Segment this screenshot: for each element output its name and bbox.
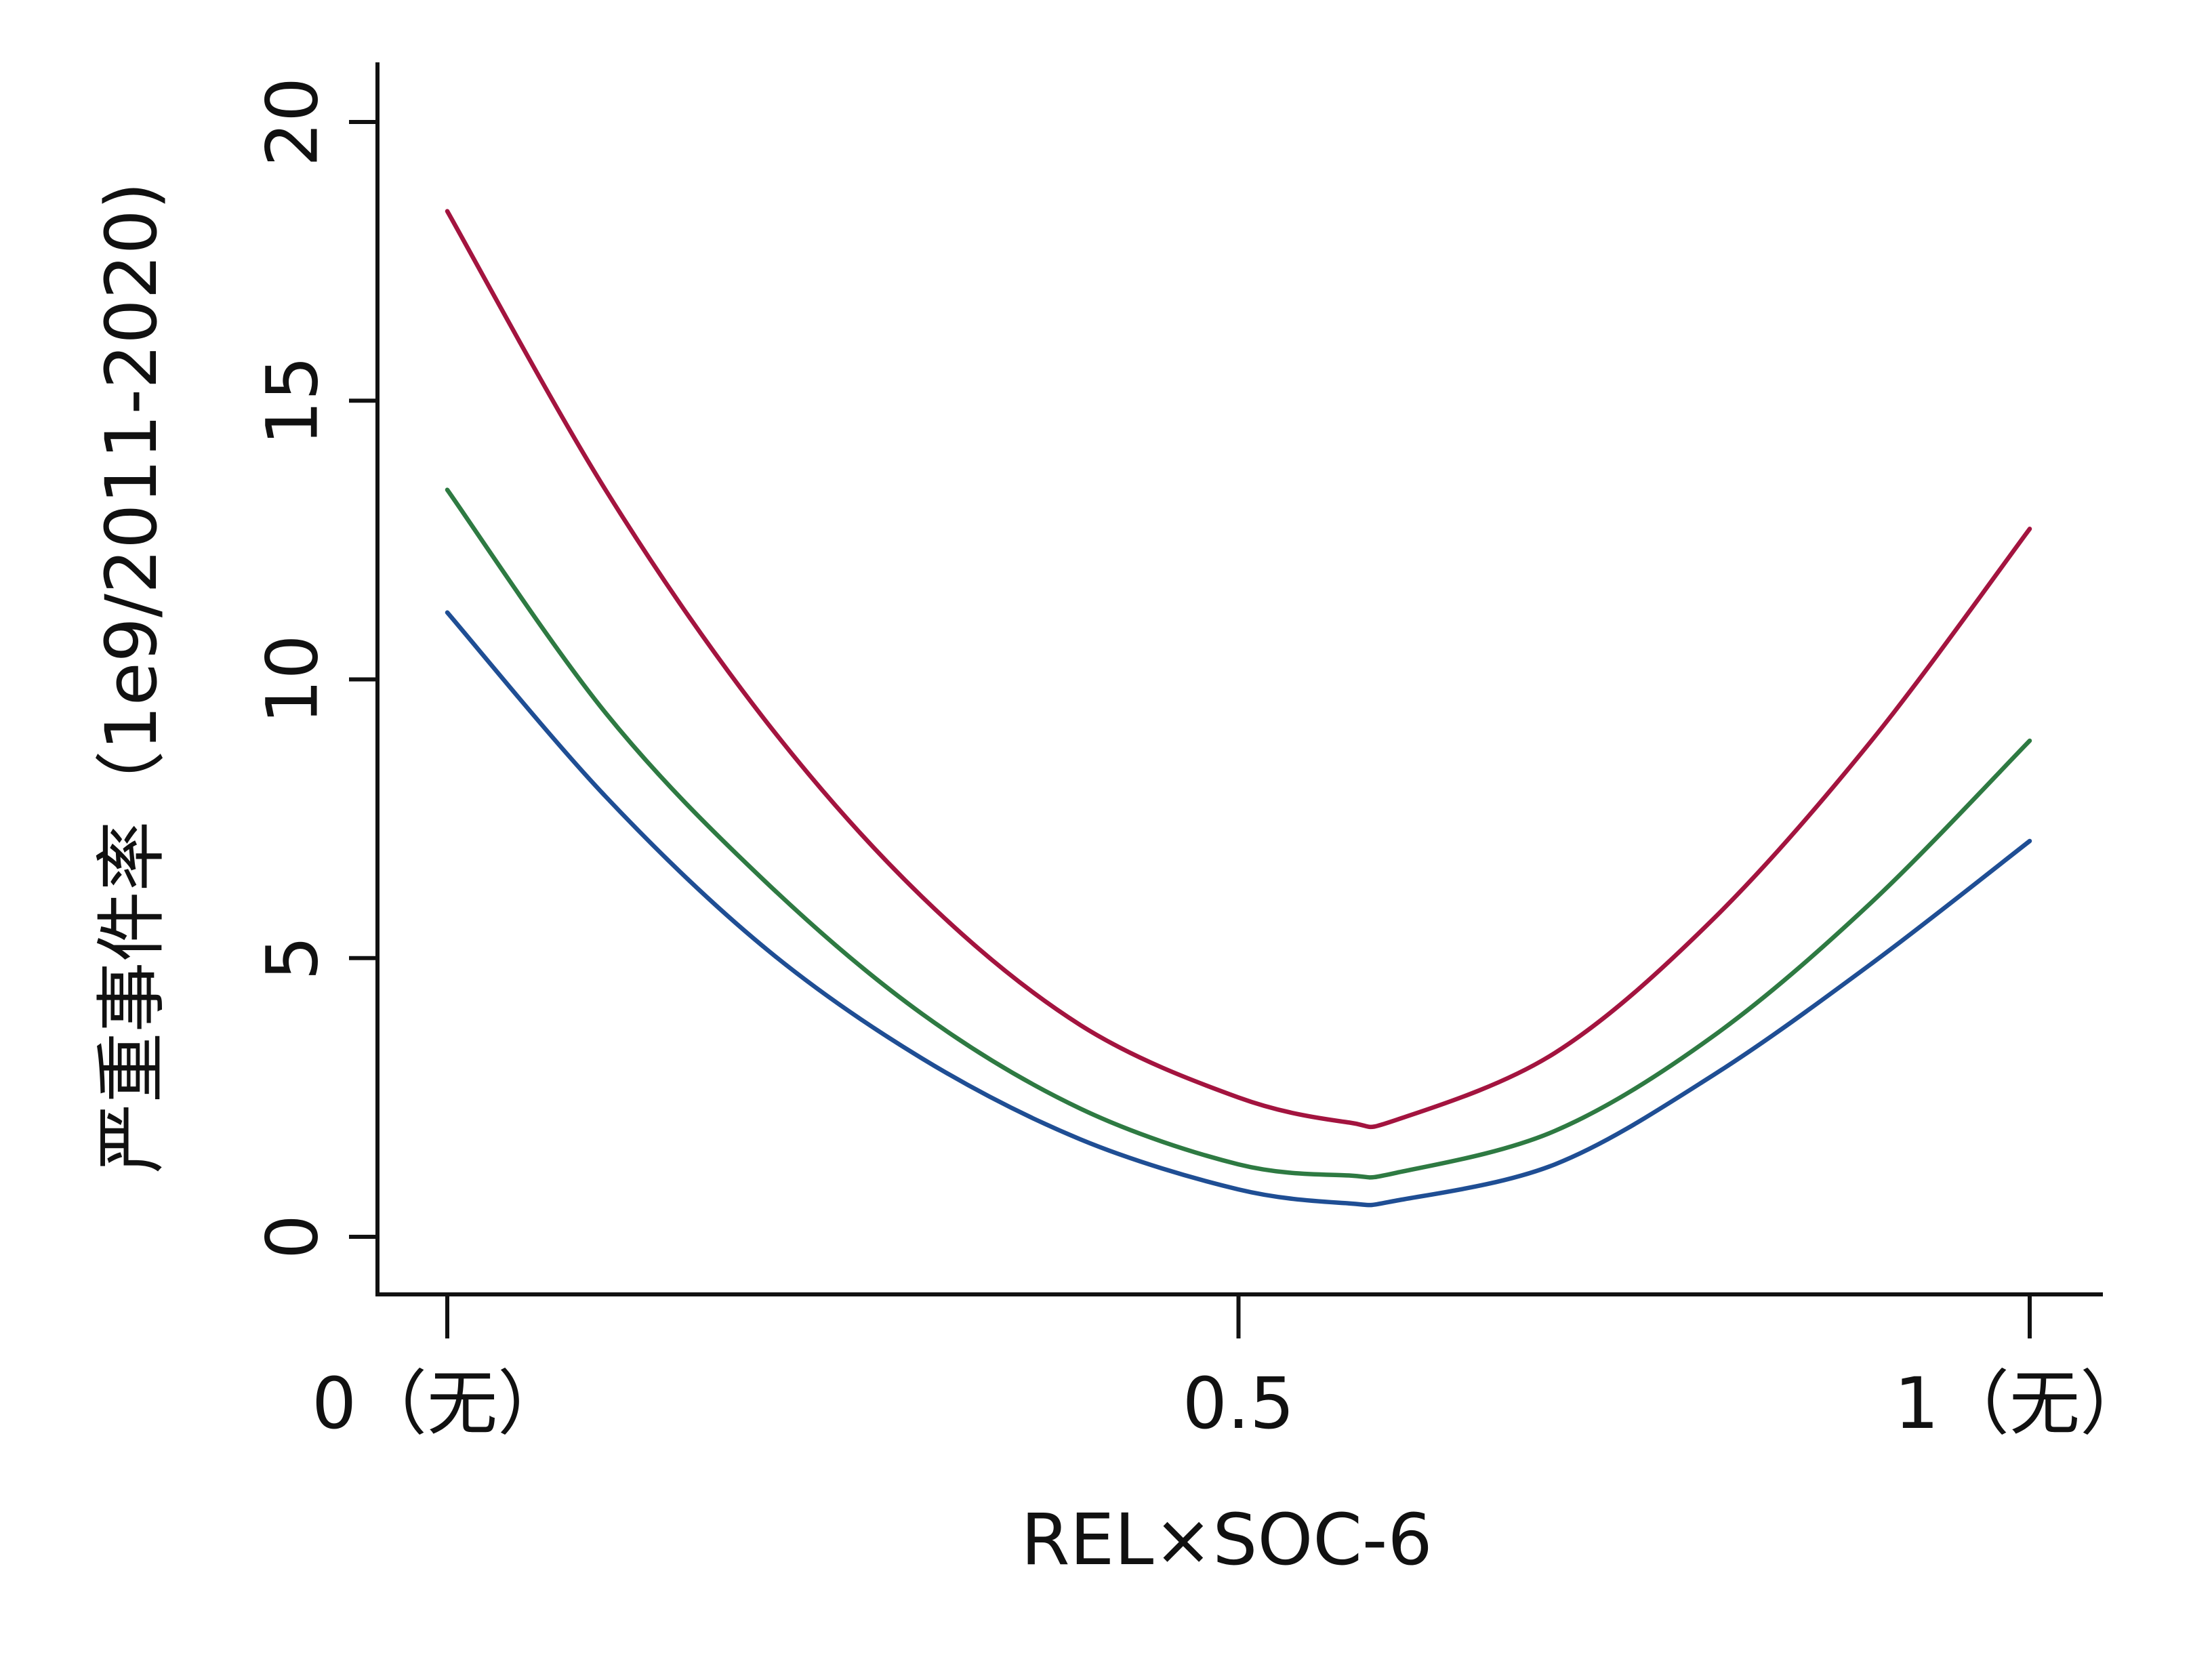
- y-axis-ticks: 0 5 10 15 20: [251, 77, 377, 1259]
- series-line-3: [445, 610, 2032, 1208]
- axes: [375, 62, 2103, 1296]
- x-tick-label: 0（无）: [312, 1362, 568, 1445]
- y-tick-label: 15: [251, 356, 333, 445]
- y-tick-label: 0: [251, 1214, 333, 1259]
- x-axis-ticks: 0（无） 0.5 1（无）: [312, 1294, 2150, 1445]
- series-line-1: [445, 209, 2032, 1130]
- y-tick-label: 20: [251, 77, 333, 167]
- y-tick-label: 10: [251, 634, 333, 724]
- x-tick-label: 1（无）: [1894, 1362, 2150, 1445]
- x-tick-label: 0.5: [1183, 1362, 1294, 1445]
- y-axis-title: 严重事件率（1e9/2011-2020): [90, 182, 173, 1174]
- x-axis-title: REL×SOC-6: [1021, 1498, 1432, 1581]
- plot-series: [445, 209, 2032, 1208]
- y-tick-label: 5: [251, 936, 333, 981]
- series-line-2: [445, 487, 2032, 1180]
